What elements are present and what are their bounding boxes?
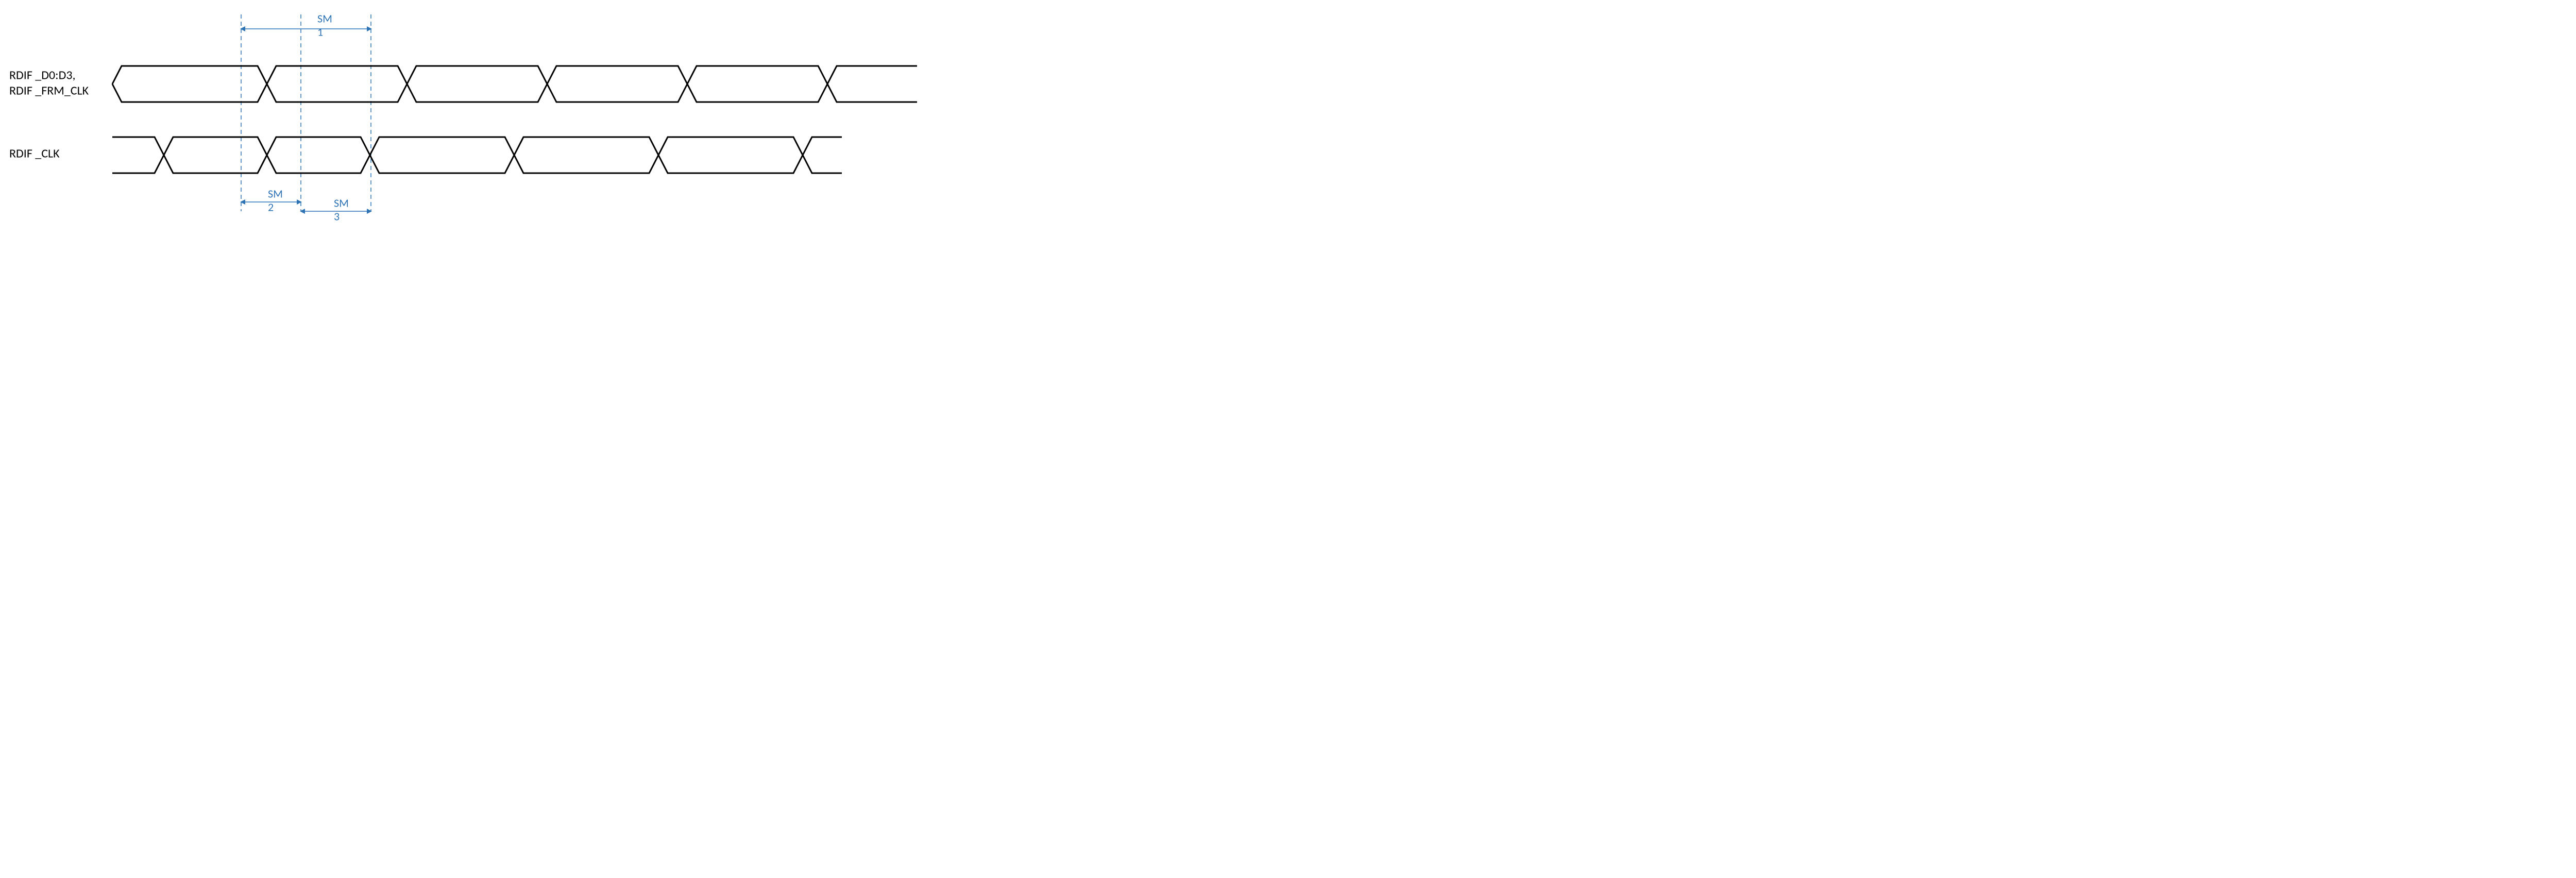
signal-data-bottom-trace bbox=[112, 84, 917, 102]
guide-lines bbox=[241, 14, 371, 211]
timing-label-sm3-top: SM bbox=[334, 196, 349, 210]
signal-data-label-line1: RDIF _D0:D3, bbox=[9, 68, 76, 83]
timing-label-sm1-bot: 1 bbox=[317, 25, 323, 39]
signal-data bbox=[112, 66, 917, 102]
signal-clk bbox=[112, 137, 842, 173]
signal-clk-label: RDIF _CLK bbox=[9, 146, 60, 161]
signal-data-top-trace bbox=[112, 66, 917, 84]
timing-mark-sm1: SM1 bbox=[241, 11, 371, 39]
signal-clk-bottom-trace bbox=[112, 155, 842, 173]
timing-label-sm3-bot: 3 bbox=[334, 209, 340, 223]
timing-label-sm2-bot: 2 bbox=[268, 200, 274, 214]
timing-mark-sm3: SM3 bbox=[301, 196, 371, 223]
timing-mark-sm2: SM2 bbox=[241, 187, 301, 214]
timing-label-sm1-top: SM bbox=[317, 11, 332, 25]
signal-data-label-line2: RDIF _FRM_CLK bbox=[9, 83, 89, 98]
timing-label-sm2-top: SM bbox=[268, 187, 283, 200]
signal-clk-top-trace bbox=[112, 137, 842, 155]
